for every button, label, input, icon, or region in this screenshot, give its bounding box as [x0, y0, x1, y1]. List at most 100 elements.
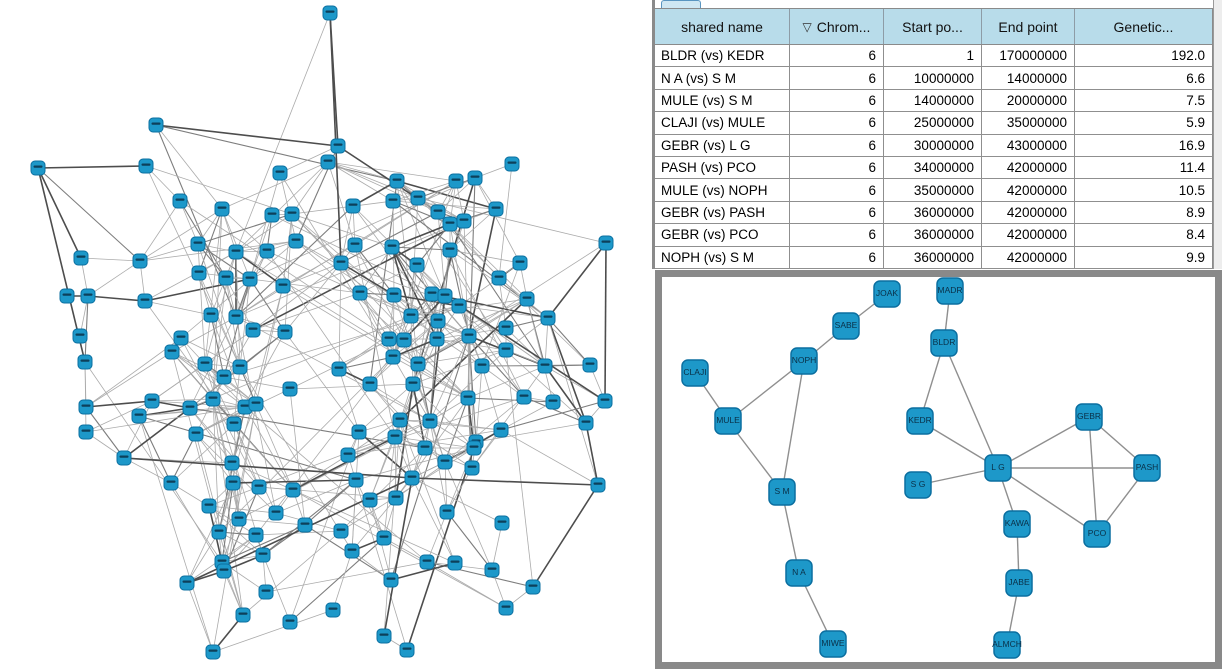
overview-node[interactable] [284, 206, 300, 222]
overview-node[interactable] [80, 288, 96, 304]
overview-node[interactable] [430, 313, 446, 329]
table-row[interactable]: N A (vs) S M 6 10000000 14000000 6.6 [655, 67, 1213, 90]
overview-node[interactable] [211, 524, 227, 540]
detail-network-canvas[interactable]: JOAK MADR SABE NOPH BLDR CLAJI MULE KEDR GEBR L G… [662, 277, 1215, 662]
overview-node[interactable] [216, 369, 232, 385]
overview-node[interactable] [340, 447, 356, 463]
overview-node[interactable] [488, 201, 504, 217]
overview-node[interactable] [461, 328, 477, 344]
overview-node[interactable] [179, 575, 195, 591]
overview-node[interactable] [392, 412, 408, 428]
column-header-shared-name[interactable]: shared name [655, 9, 790, 44]
overview-node[interactable] [387, 429, 403, 445]
overview-node[interactable] [385, 349, 401, 365]
overview-node[interactable] [288, 233, 304, 249]
overview-node[interactable] [405, 376, 421, 392]
overview-node[interactable] [498, 342, 514, 358]
overview-node[interactable] [231, 511, 247, 527]
table-row[interactable]: GEBR (vs) PASH 6 36000000 42000000 8.9 [655, 201, 1213, 225]
overview-node[interactable] [429, 331, 445, 347]
overview-node[interactable] [519, 291, 535, 307]
table-row[interactable]: GEBR (vs) PCO 6 36000000 42000000 8.4 [655, 224, 1213, 247]
overview-node[interactable] [116, 450, 132, 466]
overview-node[interactable] [148, 117, 164, 133]
overview-node[interactable] [466, 440, 482, 456]
overview-node[interactable] [345, 198, 361, 214]
overview-node[interactable] [430, 204, 446, 220]
overview-node[interactable] [190, 236, 206, 252]
overview-node[interactable] [182, 400, 198, 416]
overview-node[interactable] [144, 393, 160, 409]
overview-node[interactable] [537, 358, 553, 374]
overview-node[interactable] [422, 413, 438, 429]
overview-node[interactable] [383, 572, 399, 588]
overview-node[interactable] [545, 394, 561, 410]
overview-node[interactable] [172, 193, 188, 209]
overview-node[interactable] [498, 320, 514, 336]
overview-node[interactable] [597, 393, 613, 409]
overview-node[interactable] [352, 285, 368, 301]
overview-node[interactable] [424, 286, 440, 302]
overview-node[interactable] [191, 265, 207, 281]
overview-node[interactable] [410, 356, 426, 372]
overview-node[interactable] [464, 460, 480, 476]
overview-node[interactable] [251, 479, 267, 495]
overview-node[interactable] [255, 547, 271, 563]
overview-node[interactable] [442, 242, 458, 258]
overview-node[interactable] [362, 492, 378, 508]
overview-node[interactable] [456, 213, 472, 229]
overview-node[interactable] [474, 358, 490, 374]
overview-node[interactable] [72, 328, 88, 344]
overview-node[interactable] [333, 523, 349, 539]
overview-node[interactable] [447, 555, 463, 571]
table-row[interactable]: CLAJI (vs) MULE 6 25000000 35000000 5.9 [655, 112, 1213, 135]
overview-node[interactable] [325, 602, 341, 618]
overview-node[interactable] [285, 482, 301, 498]
graph-node-pco[interactable]: PCO [1083, 520, 1111, 548]
overview-node[interactable] [282, 614, 298, 630]
overview-node[interactable] [173, 330, 189, 346]
graph-node-sabe[interactable]: SABE [832, 312, 860, 340]
scrollbar-track[interactable] [1213, 0, 1222, 269]
overview-node[interactable] [409, 257, 425, 273]
overview-node[interactable] [297, 517, 313, 533]
graph-node-madr[interactable]: MADR [936, 277, 964, 305]
overview-node[interactable] [419, 554, 435, 570]
overview-node[interactable] [385, 193, 401, 209]
overview-node[interactable] [347, 237, 363, 253]
overview-node[interactable] [214, 201, 230, 217]
graph-node-almch[interactable]: ALMCH [992, 631, 1022, 659]
overview-node[interactable] [598, 235, 614, 251]
overview-node[interactable] [205, 391, 221, 407]
overview-node[interactable] [248, 396, 264, 412]
overview-node[interactable] [30, 160, 46, 176]
column-header-genetic[interactable]: Genetic... [1075, 9, 1213, 44]
overview-node[interactable] [498, 600, 514, 616]
overview-node[interactable] [225, 475, 241, 491]
overview-node[interactable] [78, 399, 94, 415]
overview-node[interactable] [396, 332, 412, 348]
overview-node[interactable] [512, 255, 528, 271]
overview-node[interactable] [228, 244, 244, 260]
graph-node-jabe[interactable]: JABE [1005, 569, 1033, 597]
overview-node[interactable] [484, 562, 500, 578]
graph-node-s-m[interactable]: S M [768, 478, 796, 506]
overview-node[interactable] [348, 472, 364, 488]
graph-node-pash[interactable]: PASH [1133, 454, 1161, 482]
graph-node-mule[interactable]: MULE [714, 407, 742, 435]
overview-node[interactable] [216, 563, 232, 579]
graph-node-miwe[interactable]: MIWE [819, 630, 847, 658]
overview-node[interactable] [268, 505, 284, 521]
graph-node-joak[interactable]: JOAK [873, 280, 901, 308]
graph-node-claji[interactable]: CLAJI [681, 359, 709, 387]
graph-node-bldr[interactable]: BLDR [930, 329, 958, 357]
overview-node[interactable] [451, 298, 467, 314]
overview-node[interactable] [77, 354, 93, 370]
table-row[interactable]: MULE (vs) NOPH 6 35000000 42000000 10.5 [655, 179, 1213, 202]
graph-node-l-g[interactable]: L G [984, 454, 1012, 482]
overview-node[interactable] [203, 307, 219, 323]
table-row[interactable]: GEBR (vs) L G 6 30000000 43000000 16.9 [655, 134, 1213, 157]
overview-node[interactable] [73, 250, 89, 266]
overview-node[interactable] [138, 158, 154, 174]
overview-node[interactable] [164, 344, 180, 360]
